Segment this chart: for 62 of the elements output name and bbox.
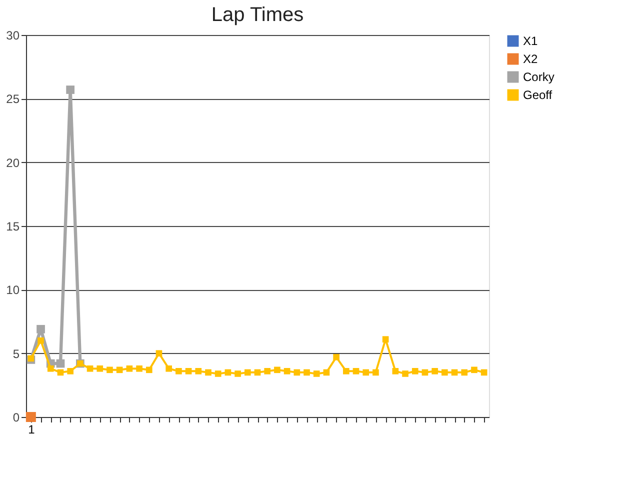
point: [116, 366, 123, 374]
point: [274, 366, 280, 374]
y-tick-label: 15: [6, 220, 20, 234]
point: [106, 366, 113, 374]
point: [224, 369, 232, 376]
point: [461, 369, 468, 376]
point: [254, 369, 261, 376]
point: [47, 365, 54, 372]
point: [195, 368, 202, 374]
point: [382, 336, 389, 342]
point: [372, 369, 379, 376]
point: [333, 354, 340, 360]
point: [234, 370, 241, 377]
legend-label: X2: [523, 52, 538, 66]
point: [205, 369, 212, 376]
y-tick-label: 5: [12, 346, 20, 361]
point: [432, 368, 438, 374]
point: [57, 369, 64, 376]
legend-label: X1: [523, 34, 538, 48]
point: [66, 86, 75, 94]
point: [451, 369, 458, 376]
point: [343, 368, 350, 374]
point: [156, 350, 162, 356]
point: [304, 369, 310, 376]
point: [166, 365, 172, 372]
point: [86, 365, 94, 372]
y-tick-label: 0: [12, 410, 20, 424]
point: [26, 412, 36, 422]
point: [480, 369, 488, 376]
point: [244, 369, 251, 376]
point: [392, 368, 399, 374]
y-tick-label: 20: [6, 156, 20, 170]
y-tick-label: 25: [6, 92, 20, 106]
legend-label: Geoff: [523, 88, 553, 102]
point: [36, 324, 45, 334]
point: [313, 370, 320, 377]
point: [56, 359, 65, 368]
point: [136, 365, 142, 372]
point: [126, 365, 133, 372]
point: [352, 368, 360, 374]
y-tick-label: 10: [6, 283, 20, 298]
point: [284, 368, 290, 374]
point: [214, 370, 222, 377]
point: [471, 366, 478, 374]
point: [264, 368, 271, 374]
legend-label: Corky: [523, 70, 554, 84]
point: [294, 369, 300, 376]
y-tick-label: 30: [6, 28, 20, 42]
x-tick-label: 1: [28, 422, 36, 436]
point: [412, 368, 418, 374]
point: [96, 365, 104, 372]
point: [442, 369, 448, 376]
chart-title: Lap Times: [211, 4, 304, 26]
point: [146, 366, 152, 374]
point: [323, 369, 330, 376]
point: [67, 368, 74, 374]
point: [185, 368, 192, 374]
point: [38, 337, 44, 344]
point: [422, 369, 428, 376]
point: [402, 370, 408, 377]
point: [176, 368, 182, 374]
point: [362, 369, 370, 376]
